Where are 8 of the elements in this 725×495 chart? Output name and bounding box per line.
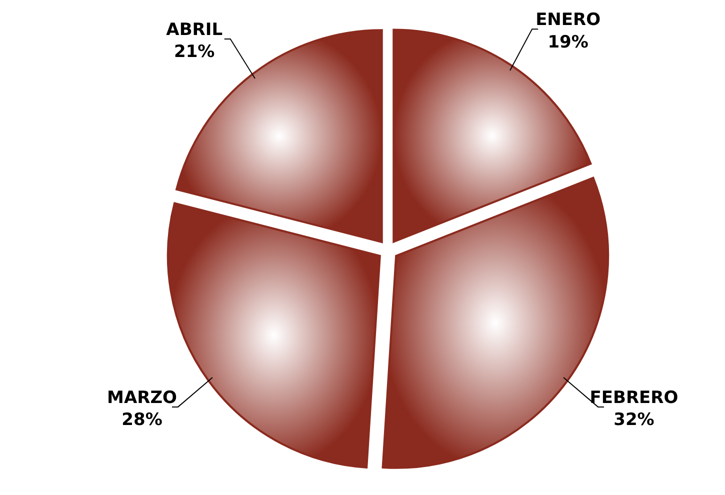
data-label: 28%: [122, 410, 162, 430]
slice-label: ABRIL: [166, 20, 223, 40]
data-label: 32%: [614, 410, 654, 430]
slice-label: FEBRERO: [590, 388, 678, 408]
data-label: 21%: [174, 42, 215, 62]
slice-label: MARZO: [107, 388, 177, 408]
slice-label: ENERO: [536, 10, 601, 30]
data-label: 19%: [548, 32, 588, 52]
